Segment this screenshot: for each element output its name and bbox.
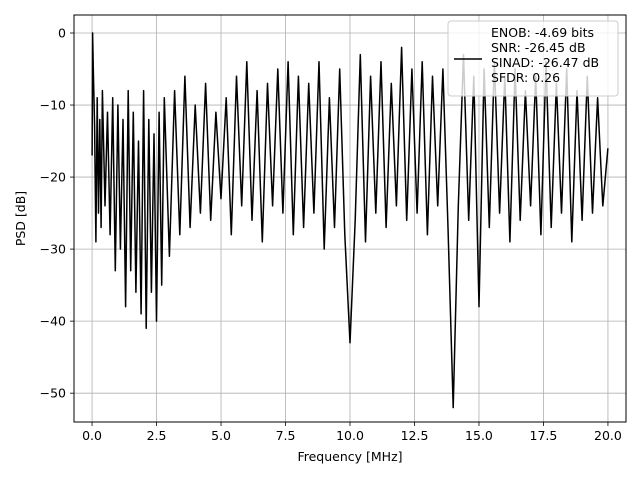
x-tick-label: 2.5: [147, 428, 167, 443]
y-axis-title: PSD [dB]: [13, 191, 28, 246]
legend-entry: SINAD: -26.47 dB: [491, 55, 599, 70]
grid: [74, 15, 626, 422]
y-tick-label: 0: [58, 26, 66, 41]
y-axis: 0 −10 −20 −30 −40 −50: [40, 26, 74, 401]
plot-area: [91, 32, 609, 409]
x-tick-label: 17.5: [530, 428, 558, 443]
psd-series-line: [91, 32, 609, 409]
legend-entry: SFDR: 0.26: [491, 70, 560, 85]
x-tick-label: 7.5: [276, 428, 296, 443]
x-axis: 0.0 2.5 5.0 7.5 10.0 12.5 15.0 17.5 20.0: [82, 422, 622, 443]
y-tick-label: −30: [40, 242, 66, 257]
legend-entry: ENOB: -4.69 bits: [491, 25, 594, 40]
y-tick-label: −20: [40, 170, 66, 185]
x-tick-label: 0.0: [82, 428, 102, 443]
x-tick-label: 10.0: [336, 428, 364, 443]
legend-box: [447, 20, 619, 97]
x-tick-label: 20.0: [594, 428, 622, 443]
y-tick-label: −10: [40, 98, 66, 113]
legend-entry: SNR: -26.45 dB: [491, 40, 586, 55]
x-tick-label: 12.5: [401, 428, 429, 443]
y-tick-label: −40: [40, 314, 66, 329]
x-axis-title: Frequency [MHz]: [297, 449, 402, 464]
x-tick-label: 5.0: [211, 428, 231, 443]
y-tick-label: −50: [40, 386, 66, 401]
x-tick-label: 15.0: [465, 428, 493, 443]
